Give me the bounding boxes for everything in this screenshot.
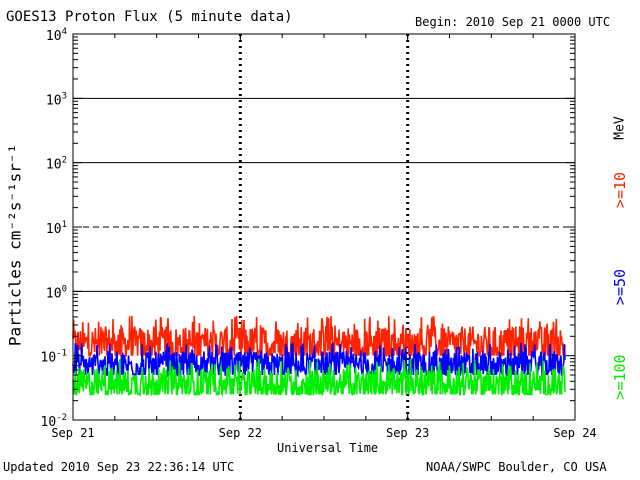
- unit-label-mev: MeV: [612, 116, 628, 140]
- source-credit: NOAA/SWPC Boulder, CO USA: [426, 460, 607, 474]
- x-tick-label: Sep 24: [553, 426, 596, 440]
- x-tick-label: Sep 21: [51, 426, 94, 440]
- y-tick-label: 10-1: [41, 349, 68, 366]
- series-line-ge10: [72, 315, 566, 359]
- chart-title: GOES13 Proton Flux (5 minute data): [6, 9, 293, 25]
- y-tick-label: 104: [46, 27, 67, 44]
- x-tick-label: Sep 23: [386, 426, 429, 440]
- x-tick-label: Sep 22: [219, 426, 262, 440]
- series-line-ge100: [72, 358, 566, 398]
- y-tick-label: 10-2: [41, 413, 68, 430]
- series-line-ge50: [72, 342, 566, 379]
- y-tick-label: 101: [46, 220, 67, 237]
- x-axis-label: Universal Time: [277, 441, 379, 455]
- y-axis-label: Particles cm⁻²s⁻¹sr⁻¹: [5, 143, 25, 347]
- y-tick-label: 103: [46, 91, 67, 108]
- y-tick-label: 102: [46, 156, 67, 173]
- legend-ge10: >=10: [611, 171, 629, 209]
- updated-time: Updated 2010 Sep 23 22:36:14 UTC: [3, 460, 235, 474]
- begin-time: Begin: 2010 Sep 21 0000 UTC: [415, 15, 611, 29]
- legend-ge100: >=100: [611, 354, 629, 400]
- legend-ge50: >=50: [611, 268, 629, 306]
- y-tick-label: 100: [46, 284, 67, 301]
